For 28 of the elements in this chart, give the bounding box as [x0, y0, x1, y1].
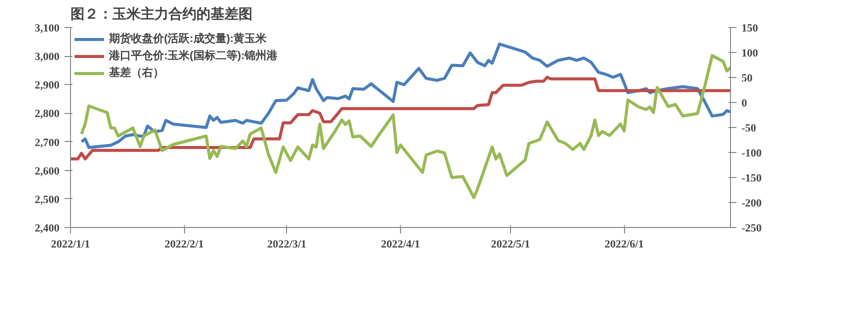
- x-tick-label: 2022/1/1: [50, 238, 90, 250]
- legend-label: 期货收盘价(活跃:成交量):黄玉米: [109, 32, 267, 46]
- chart-title: 图２：玉米主力合约的基差图: [70, 6, 252, 22]
- x-tick-label: 2022/6/1: [604, 238, 644, 250]
- y-tick-label: 2,400: [34, 222, 60, 234]
- y2-tick-label: 50: [742, 72, 753, 84]
- y-tick-label: 3,100: [34, 22, 60, 34]
- y2-tick-label: 100: [742, 48, 758, 60]
- y-tick-label: 3,000: [34, 51, 60, 64]
- y-tick-label: 2,500: [34, 194, 60, 206]
- y-tick-label: 2,900: [34, 80, 60, 92]
- y2-tick-label: -200: [742, 198, 762, 210]
- legend-label: 港口平仓价:玉米(国标二等):锦州港: [109, 48, 278, 63]
- y2-tick-label: -250: [742, 222, 762, 234]
- y2-tick-label: -50: [742, 122, 757, 134]
- legend-label: 基差（右）: [109, 66, 164, 80]
- line-series: [80, 42, 730, 149]
- x-tick-label: 2022/5/1: [490, 238, 530, 250]
- y-tick-label: 2,600: [34, 165, 60, 178]
- x-tick-label: 2022/4/1: [380, 238, 420, 250]
- x-tick-label: 2022/3/1: [267, 238, 306, 250]
- y2-tick-label: -100: [742, 148, 762, 160]
- y2-tick-label: 150: [742, 22, 758, 34]
- y-tick-label: 2,700: [34, 136, 60, 149]
- x-tick-label: 2022/2/1: [164, 238, 204, 250]
- y2-tick-label: 0: [742, 98, 748, 110]
- y-tick-label: 2,800: [34, 108, 60, 120]
- y2-tick-label: -150: [742, 172, 762, 184]
